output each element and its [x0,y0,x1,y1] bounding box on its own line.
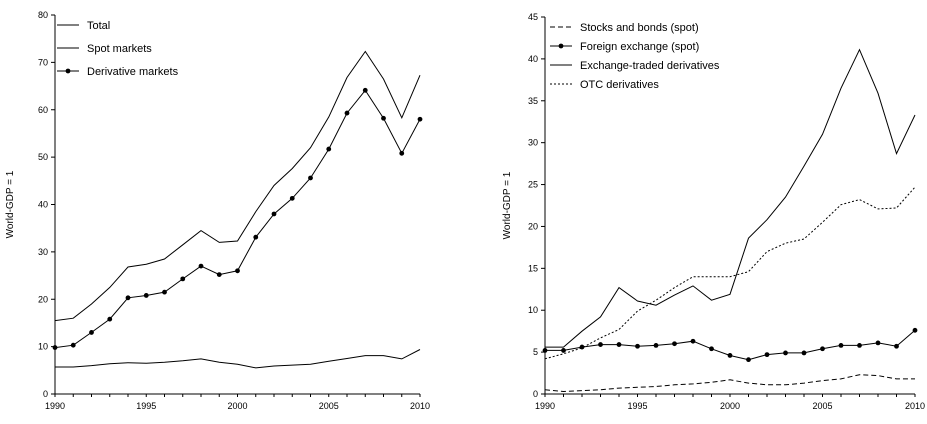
x-tick-label: 1995 [136,401,156,411]
data-point-foreign-exchange-spot [672,341,677,347]
data-point-foreign-exchange-spot [561,348,566,353]
data-point-foreign-exchange-spot [875,340,881,346]
data-point-derivative-markets [326,146,332,152]
data-point-derivative-markets [381,115,386,121]
data-point-foreign-exchange-spot [894,343,899,349]
data-point-foreign-exchange-spot [598,342,603,347]
x-tick-label: 2010 [410,401,430,411]
data-point-derivative-markets [216,272,222,278]
y-axis-label: World-GDP = 1 [502,171,513,239]
y-axis-label: World-GDP = 1 [5,170,16,238]
y-tick-label: 40 [38,200,48,210]
chart-right: 0 5 10 15 20 25 30 35 40 45 1990 1995 2000 2005 2010 Wo… [502,12,925,411]
series-line-spot-markets [55,349,421,369]
y-tick-label: 20 [528,221,538,231]
data-point-derivative-markets [180,276,186,282]
x-tick-label: 1995 [627,401,647,411]
data-point-derivative-markets [107,316,113,322]
data-point-derivative-markets [162,289,167,295]
x-tick-label: 1990 [535,401,555,411]
data-point-foreign-exchange-spot [783,350,788,356]
y-tick-label: 0 [533,389,538,399]
legend-label-stocks-and-bonds-spot: Stocks and bonds (spot) [580,22,699,34]
legend-label-exchange-traded-derivatives: Exchange-traded derivatives [580,60,720,72]
chart-left: 0 10 20 30 40 50 60 70 80 1990 1995 2000 2005 2010 Wor… [5,10,430,411]
data-point-derivative-markets [125,295,131,301]
legend-marker-derivative-markets [65,68,71,74]
data-point-foreign-exchange-spot [801,350,807,356]
y-tick-label: 35 [528,96,538,106]
y-tick-label: 5 [533,347,538,357]
series-line-exchange-traded-derivatives [545,48,916,348]
data-point-derivative-markets [89,330,94,335]
data-point-foreign-exchange-spot [635,343,640,349]
data-point-derivative-markets [271,211,277,217]
data-point-derivative-markets [52,345,58,350]
data-point-foreign-exchange-spot [746,357,751,363]
y-tick-label: 20 [38,294,48,304]
legend-label-spot-markets: Spot markets [87,43,152,55]
data-point-derivative-markets [253,234,259,240]
data-point-derivative-markets [399,150,405,156]
data-point-derivative-markets [417,116,423,122]
x-tick-label: 2000 [720,401,740,411]
x-tick-label: 2000 [227,401,247,411]
y-tick-label: 15 [528,263,538,273]
series-line-otc-derivatives [544,186,916,360]
legend-label-foreign-exchange-spot: Foreign exchange (spot) [580,41,699,53]
y-tick-label: 50 [38,152,48,162]
y-tick-label: 0 [43,389,48,399]
series-line-total [54,50,421,322]
data-point-foreign-exchange-spot [653,343,659,348]
y-tick-label: 10 [528,305,538,315]
series-line-derivative-markets [54,89,421,349]
data-point-derivative-markets [70,342,76,348]
x-tick-label: 2010 [905,401,925,411]
data-point-derivative-markets [344,110,350,116]
data-point-foreign-exchange-spot [727,353,733,358]
data-point-derivative-markets [362,87,368,93]
data-point-foreign-exchange-spot [542,348,548,353]
y-tick-label: 30 [38,247,48,257]
legend-marker-foreign-exchange-spot [558,43,564,49]
y-tick-label: 70 [38,57,48,67]
data-point-derivative-markets [198,263,204,269]
y-tick-label: 40 [528,54,538,64]
data-point-foreign-exchange-spot [838,343,844,348]
data-point-derivative-markets [143,293,149,298]
data-point-foreign-exchange-spot [857,343,862,348]
y-tick-label: 25 [528,180,538,190]
y-tick-label: 60 [38,105,48,115]
x-tick-label: 1990 [45,401,65,411]
data-point-foreign-exchange-spot [690,338,696,344]
data-point-foreign-exchange-spot [764,352,770,358]
y-tick-label: 45 [528,12,538,22]
data-point-derivative-markets [289,195,295,201]
legend-label-total: Total [87,20,110,32]
y-tick-label: 30 [528,138,538,148]
data-point-foreign-exchange-spot [709,346,714,352]
legend-label-otc-derivatives: OTC derivatives [580,79,659,91]
legend-label-derivative-markets: Derivative markets [87,66,179,78]
x-tick-label: 2005 [319,401,339,411]
data-point-derivative-markets [235,268,240,274]
data-point-foreign-exchange-spot [820,346,825,352]
data-point-foreign-exchange-spot [912,327,918,333]
y-tick-label: 10 [38,342,48,352]
x-tick-label: 2005 [812,401,832,411]
data-point-foreign-exchange-spot [616,342,622,347]
series-line-stocks-and-bonds-spot [544,374,915,393]
data-point-derivative-markets [308,175,313,181]
y-tick-label: 80 [38,10,48,20]
